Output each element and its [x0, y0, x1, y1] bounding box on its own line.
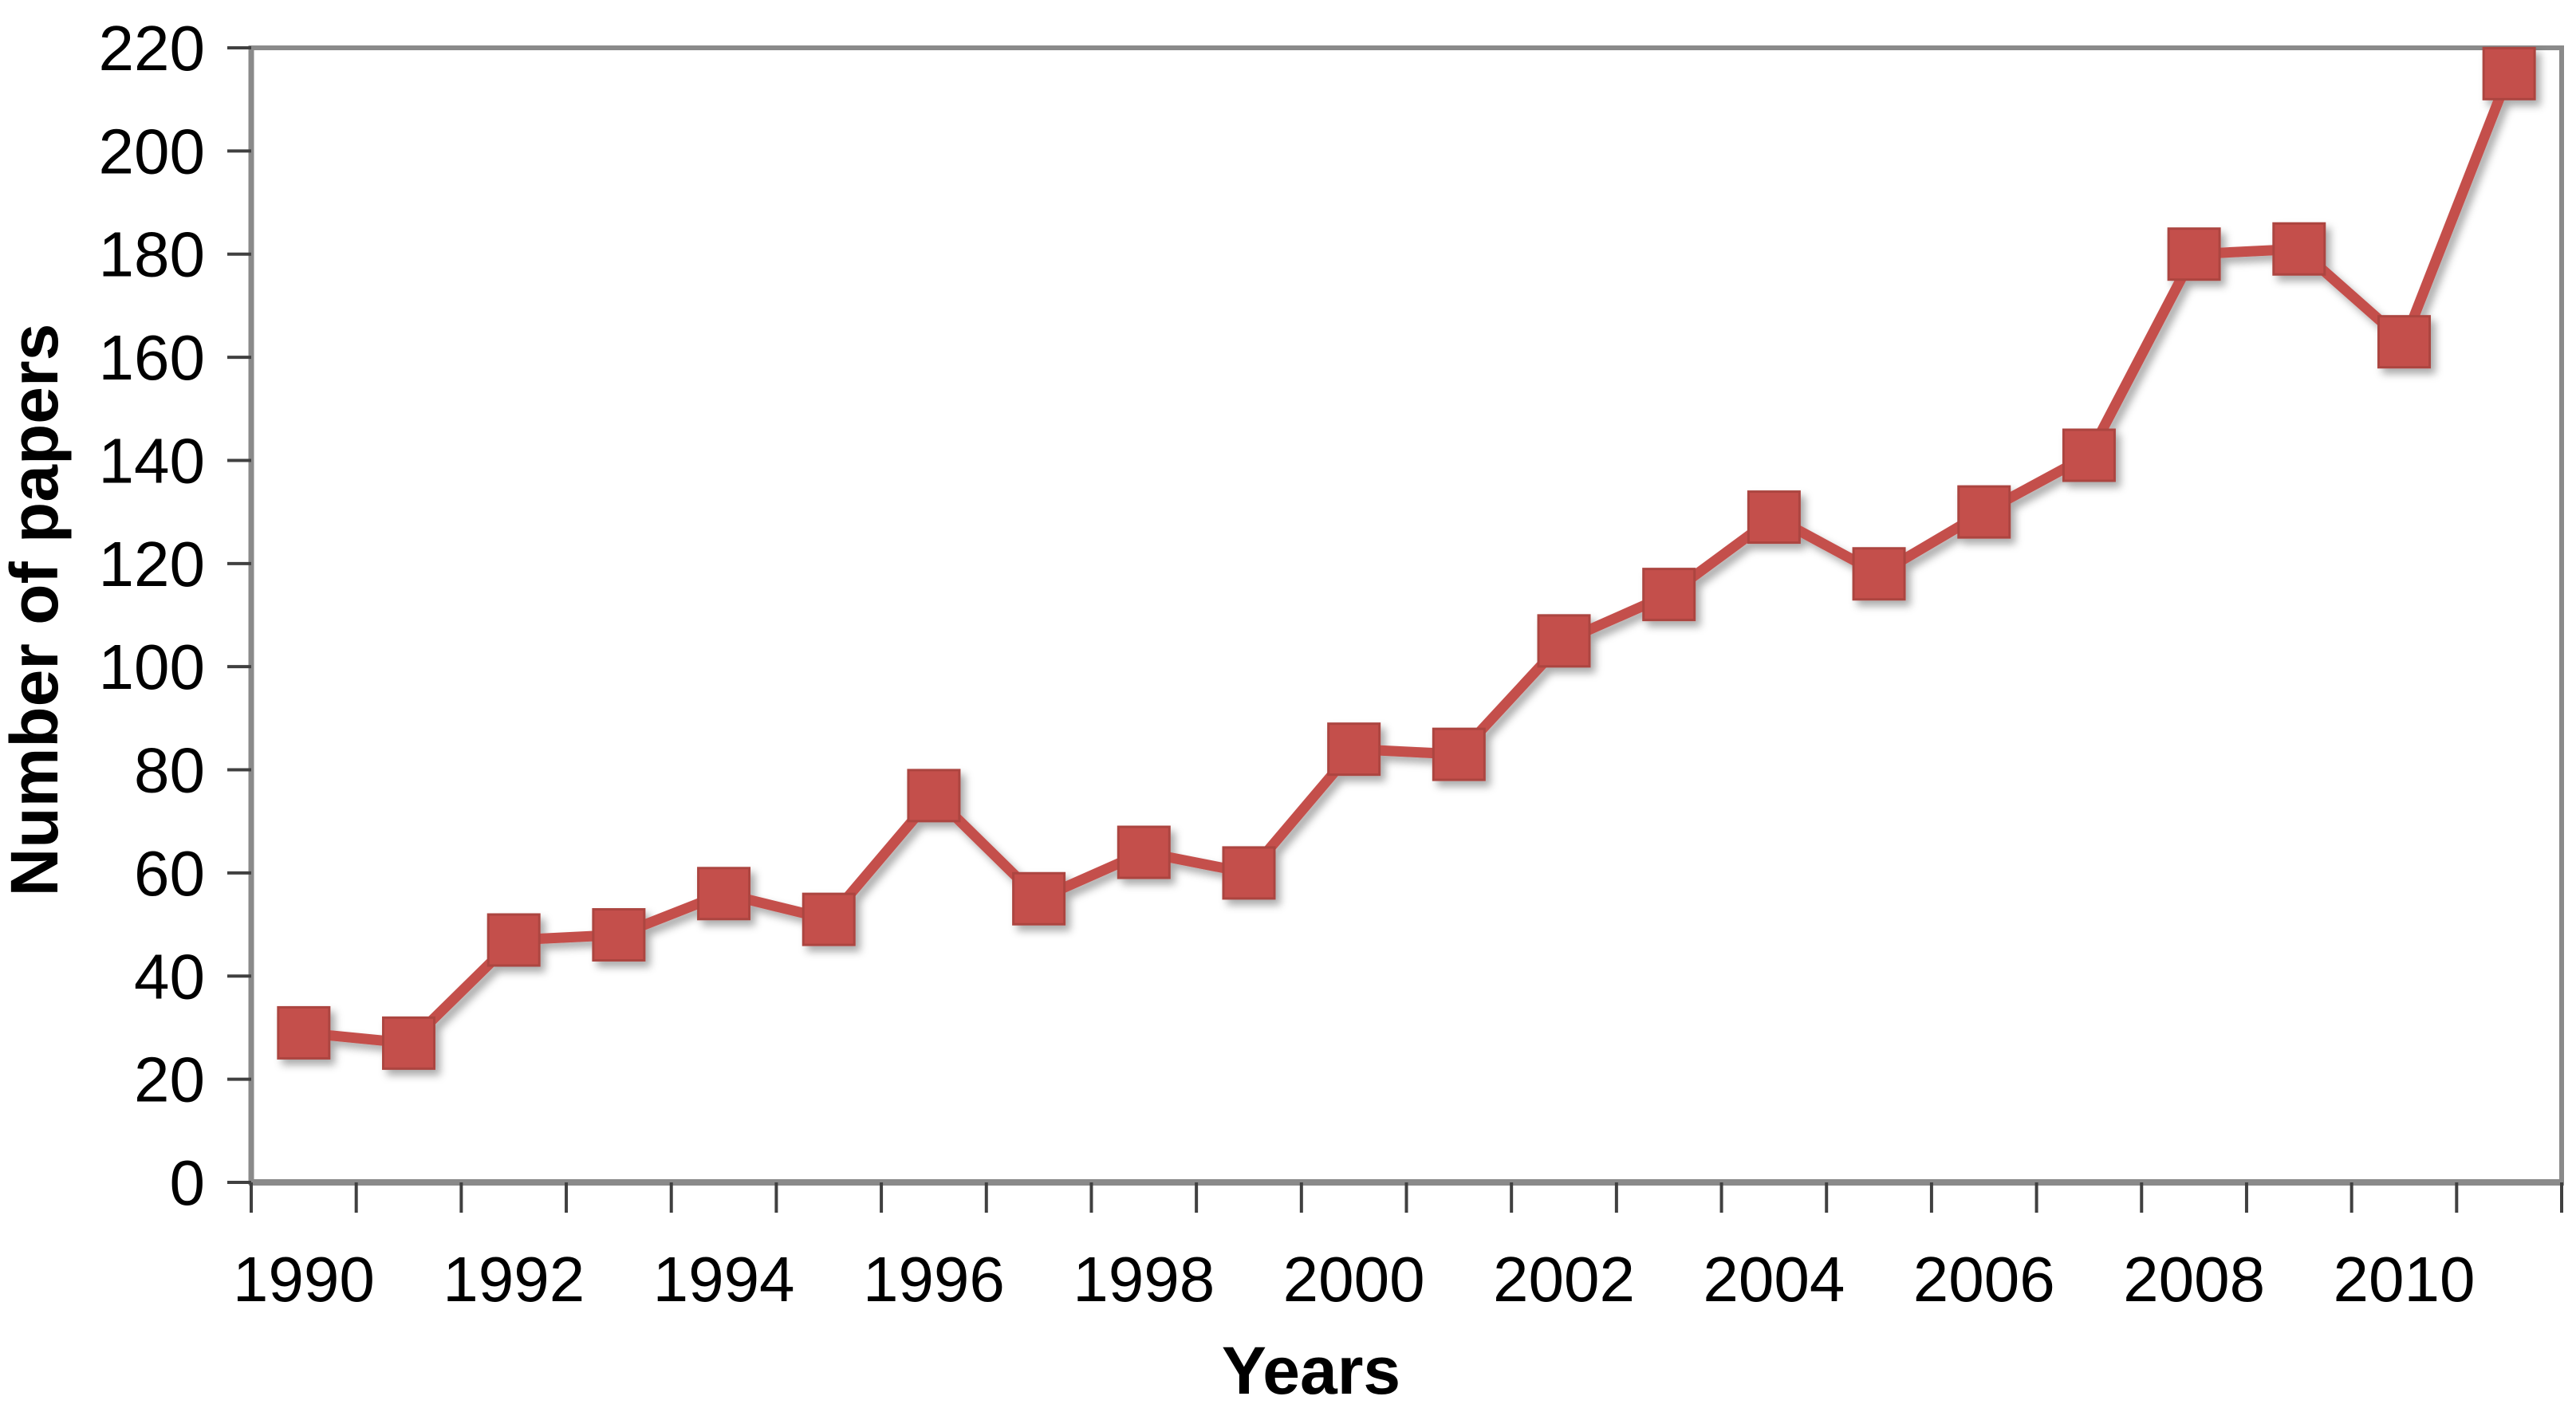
plot-border	[249, 45, 2564, 1185]
y-tick-label: 200	[99, 116, 205, 187]
data-series	[277, 46, 2536, 1070]
data-point-marker	[1117, 825, 1171, 879]
data-point-marker	[382, 1016, 436, 1070]
x-tick-label: 1990	[233, 1244, 375, 1315]
axis-ticks	[227, 46, 2563, 1213]
data-point-marker	[486, 913, 541, 967]
y-tick-label: 180	[99, 219, 205, 290]
x-tick-label: 1998	[1073, 1244, 1215, 1315]
x-tick-label: 2002	[1493, 1244, 1635, 1315]
x-tick-label: 2006	[1913, 1244, 2055, 1315]
y-tick-label: 100	[99, 631, 205, 702]
data-point-marker	[2272, 222, 2326, 276]
data-point-marker	[1747, 490, 1801, 545]
data-point-marker	[277, 1005, 331, 1060]
x-axis-title: Years	[1222, 1333, 1400, 1408]
data-point-marker	[1327, 722, 1381, 777]
data-point-marker	[1222, 846, 1276, 900]
x-tick-label: 2004	[1703, 1244, 1845, 1315]
y-tick-label: 60	[134, 838, 205, 909]
x-tick-label: 2010	[2333, 1244, 2475, 1315]
data-point-marker	[697, 867, 751, 921]
data-point-marker	[802, 892, 856, 946]
y-tick-label: 220	[99, 13, 205, 84]
data-point-marker	[2482, 46, 2536, 100]
data-point-marker	[2062, 428, 2116, 482]
y-tick-label: 20	[134, 1044, 205, 1115]
data-point-marker	[1852, 547, 1906, 601]
data-point-marker	[592, 908, 646, 962]
x-tick-label: 2008	[2123, 1244, 2265, 1315]
plot-frame	[248, 45, 2564, 1186]
tick-labels: 0 20 40 60 80 100 120 140 160 180 200 220 1990 1992 19…	[99, 13, 2476, 1315]
data-point-marker	[1642, 568, 1696, 622]
x-tick-label: 1994	[653, 1244, 795, 1315]
y-tick-label: 40	[134, 941, 205, 1012]
series-line	[303, 71, 2515, 1048]
y-tick-label: 120	[99, 529, 205, 600]
data-point-marker	[2377, 315, 2431, 369]
y-tick-label: 140	[99, 425, 205, 496]
data-point-marker	[1432, 727, 1486, 781]
x-tick-label: 2000	[1283, 1244, 1425, 1315]
data-point-marker	[1537, 614, 1591, 668]
y-tick-label: 80	[134, 735, 205, 806]
data-point-marker	[907, 769, 961, 823]
data-point-marker	[2167, 227, 2221, 281]
y-tick-label: 160	[99, 322, 205, 393]
data-point-marker	[1957, 485, 2011, 539]
y-tick-label: 0	[170, 1147, 206, 1218]
y-axis-title: Number of papers	[0, 324, 72, 897]
x-tick-label: 1996	[863, 1244, 1005, 1315]
x-tick-label: 1992	[443, 1244, 585, 1315]
data-point-marker	[1012, 871, 1066, 926]
